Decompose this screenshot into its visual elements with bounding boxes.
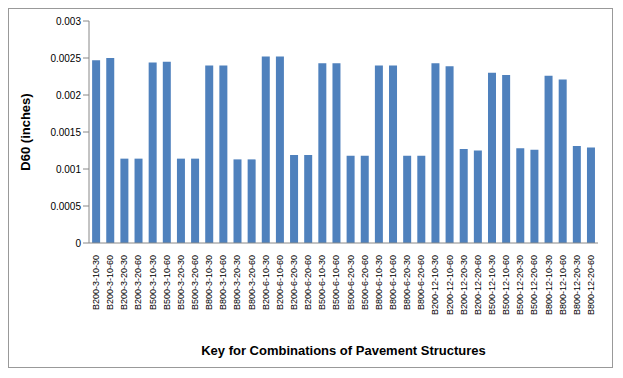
svg-text:B500-3-10-60: B500-3-10-60 — [162, 255, 172, 310]
svg-text:B500-12-20-60: B500-12-20-60 — [529, 255, 539, 315]
svg-text:B800-3-10-60: B800-3-10-60 — [218, 255, 228, 310]
svg-text:B200-12-10-30: B200-12-10-30 — [430, 255, 440, 315]
svg-text:Key for Combinations of Paveme: Key for Combinations of Pavement Structu… — [201, 343, 486, 358]
svg-text:B800-6-20-30: B800-6-20-30 — [402, 255, 412, 310]
svg-text:D60 (inches): D60 (inches) — [18, 93, 33, 170]
svg-text:0.0025: 0.0025 — [50, 53, 81, 64]
svg-text:B500-6-10-30: B500-6-10-30 — [317, 255, 327, 310]
svg-text:B800-3-10-30: B800-3-10-30 — [204, 255, 214, 310]
svg-text:B200-12-20-60: B200-12-20-60 — [473, 255, 483, 315]
svg-text:0.0005: 0.0005 — [50, 201, 81, 212]
svg-text:0.002: 0.002 — [56, 90, 81, 101]
svg-text:B800-3-20-30: B800-3-20-30 — [232, 255, 242, 310]
svg-text:B500-6-20-60: B500-6-20-60 — [360, 255, 370, 310]
svg-text:B800-6-10-60: B800-6-10-60 — [388, 255, 398, 310]
svg-text:B800-6-10-30: B800-6-10-30 — [374, 255, 384, 310]
svg-text:0.0015: 0.0015 — [50, 127, 81, 138]
svg-text:B800-12-20-30: B800-12-20-30 — [572, 255, 582, 315]
svg-text:B200-6-20-30: B200-6-20-30 — [289, 255, 299, 310]
svg-text:B200-6-10-30: B200-6-10-30 — [261, 255, 271, 310]
svg-text:B500-3-20-60: B500-3-20-60 — [190, 255, 200, 310]
svg-text:B200-3-10-30: B200-3-10-30 — [91, 255, 101, 310]
svg-text:B500-12-10-30: B500-12-10-30 — [487, 255, 497, 315]
svg-text:B200-3-10-60: B200-3-10-60 — [105, 255, 115, 310]
svg-text:B200-6-20-60: B200-6-20-60 — [303, 255, 313, 310]
svg-text:B200-3-20-30: B200-3-20-30 — [119, 255, 129, 310]
svg-text:B500-12-20-30: B500-12-20-30 — [515, 255, 525, 315]
svg-text:0: 0 — [75, 238, 81, 249]
svg-text:B800-12-10-60: B800-12-10-60 — [558, 255, 568, 315]
svg-text:B200-12-10-60: B200-12-10-60 — [445, 255, 455, 315]
svg-text:B500-3-10-30: B500-3-10-30 — [148, 255, 158, 310]
svg-text:B200-3-20-60: B200-3-20-60 — [133, 255, 143, 310]
svg-text:B200-6-10-60: B200-6-10-60 — [275, 255, 285, 310]
svg-text:B200-12-20-30: B200-12-20-30 — [459, 255, 469, 315]
svg-text:B800-12-20-60: B800-12-20-60 — [586, 255, 596, 315]
svg-text:B500-3-20-30: B500-3-20-30 — [176, 255, 186, 310]
svg-text:B500-6-10-60: B500-6-10-60 — [331, 255, 341, 310]
svg-text:0.001: 0.001 — [56, 164, 81, 175]
svg-text:B800-6-20-60: B800-6-20-60 — [416, 255, 426, 310]
svg-text:B500-12-10-60: B500-12-10-60 — [501, 255, 511, 315]
svg-text:0.003: 0.003 — [56, 16, 81, 27]
svg-text:B500-6-20-30: B500-6-20-30 — [346, 255, 356, 310]
svg-text:B800-12-10-30: B800-12-10-30 — [544, 255, 554, 315]
svg-text:B800-3-20-60: B800-3-20-60 — [247, 255, 257, 310]
